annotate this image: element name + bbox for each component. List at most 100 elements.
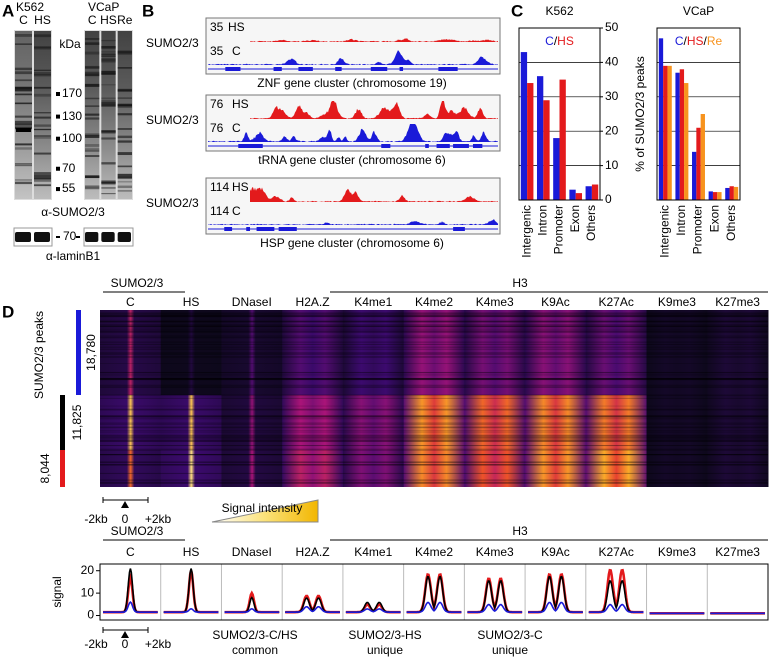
y-tick-label: 10 xyxy=(81,585,95,599)
plot-frame xyxy=(518,27,601,201)
bar xyxy=(520,52,528,200)
heatmap-block xyxy=(464,450,526,487)
band xyxy=(85,66,100,69)
bar xyxy=(575,193,583,200)
band xyxy=(15,93,32,96)
band xyxy=(85,175,100,179)
band xyxy=(101,162,116,165)
marker-label: 130 xyxy=(62,109,82,123)
marker-tick xyxy=(56,114,60,119)
antibody: α-SUMO2/3 xyxy=(41,205,105,219)
heatmap-texture xyxy=(100,331,768,333)
heatmap-texture xyxy=(100,314,768,316)
band xyxy=(15,147,32,150)
bar xyxy=(717,192,722,200)
band xyxy=(85,51,100,55)
profile-curve xyxy=(528,575,583,613)
heatmap-block xyxy=(342,310,405,395)
bar xyxy=(712,192,718,200)
group-bar xyxy=(76,310,81,395)
gene xyxy=(399,67,404,71)
heatmap-texture xyxy=(100,356,768,358)
x-tick-label: 0 xyxy=(122,637,129,651)
bar xyxy=(684,83,689,200)
profile-curve xyxy=(588,580,644,613)
band xyxy=(101,100,116,102)
band xyxy=(85,186,100,190)
heatmap-texture xyxy=(100,378,768,380)
track-caption: HSP gene cluster (chromosome 6) xyxy=(260,236,444,250)
lane-label: HS xyxy=(100,13,117,27)
x-tick-label: -2kb xyxy=(84,512,108,526)
band xyxy=(85,150,100,152)
band xyxy=(101,53,116,55)
marker-tick xyxy=(56,92,60,96)
heatmap-texture xyxy=(100,437,768,439)
band xyxy=(34,86,51,89)
heatmap-block xyxy=(403,450,465,487)
band xyxy=(15,89,32,92)
heatmap-texture xyxy=(100,427,768,429)
lane-label: HS xyxy=(34,13,51,27)
band xyxy=(34,46,51,50)
bar xyxy=(692,151,697,200)
legend-entry: SUMO2/3-C/HS xyxy=(212,628,297,642)
x-tick-label: +2kb xyxy=(145,512,172,526)
band xyxy=(101,61,116,63)
band xyxy=(85,65,100,69)
marker-label: 70 xyxy=(62,161,76,175)
panel-letter: A xyxy=(2,1,14,20)
track-label: K27Ac xyxy=(599,545,634,559)
category-label: Intergenic xyxy=(519,205,533,258)
track-scale: 76 xyxy=(210,121,224,135)
gene xyxy=(261,227,275,231)
gene xyxy=(453,144,463,148)
heatmap-texture xyxy=(100,321,768,323)
band xyxy=(117,181,132,183)
track-label: K4me1 xyxy=(354,295,392,309)
heatmap-texture xyxy=(100,415,768,417)
heatmap-texture xyxy=(100,346,768,348)
heatmap-block xyxy=(403,395,465,450)
band xyxy=(85,117,100,120)
marker-label: 100 xyxy=(62,131,82,145)
category-label: Exon xyxy=(707,205,721,232)
legend-entry: SUMO2/3-C xyxy=(477,628,543,642)
track-scale: 76 xyxy=(210,97,224,111)
signal-track xyxy=(250,187,498,202)
heatmap-texture xyxy=(100,472,768,474)
bar xyxy=(553,138,560,200)
lamin-band xyxy=(117,232,131,242)
band xyxy=(117,185,132,188)
track-label: K27Ac xyxy=(599,295,634,309)
band xyxy=(85,144,100,147)
profile-curve xyxy=(528,601,583,613)
heatmap-texture xyxy=(100,431,768,433)
track-scale: 35 xyxy=(210,20,224,34)
group-header: H3 xyxy=(512,524,528,538)
gene xyxy=(456,144,469,148)
band xyxy=(85,175,100,179)
band xyxy=(15,126,32,130)
y-tick-label: 40 xyxy=(605,55,619,69)
band xyxy=(117,177,132,180)
band xyxy=(101,58,116,62)
legend: C/HS/Re xyxy=(675,34,723,48)
band xyxy=(15,34,32,37)
track-label: C xyxy=(126,295,135,309)
band xyxy=(15,67,32,71)
marker-tick xyxy=(56,136,60,141)
y-tick-label: 20 xyxy=(81,563,95,577)
gene xyxy=(381,144,391,148)
heatmap-block xyxy=(160,395,222,450)
lane xyxy=(34,31,51,199)
signal-track xyxy=(208,219,498,225)
heatmap-block xyxy=(646,395,708,450)
group-bar xyxy=(60,395,65,450)
heatmap-texture xyxy=(100,379,768,381)
band xyxy=(117,88,132,92)
bar xyxy=(667,65,672,200)
gene xyxy=(438,67,448,71)
band xyxy=(15,102,32,105)
lamin-band xyxy=(34,232,50,242)
